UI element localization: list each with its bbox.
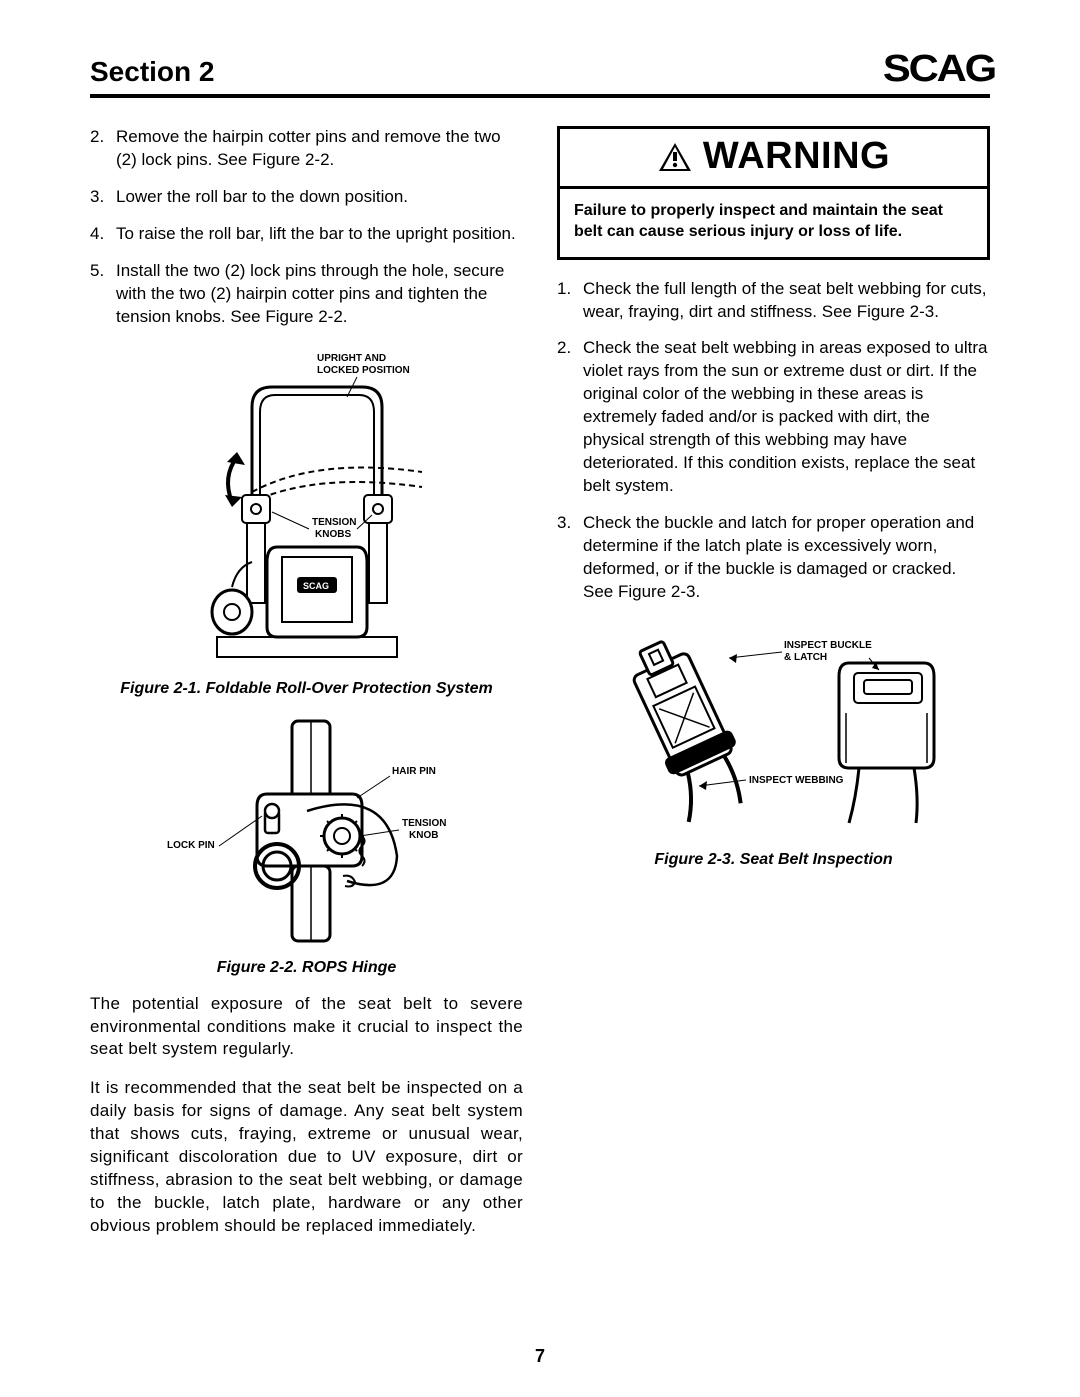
step-text: Check the buckle and latch for proper op… — [583, 512, 990, 604]
label-hairpin: HAIR PIN — [392, 766, 436, 777]
step-text: Remove the hairpin cotter pins and remov… — [116, 126, 523, 172]
list-item: 4. To raise the roll bar, lift the bar t… — [90, 223, 523, 246]
warning-icon — [657, 141, 693, 173]
warning-title: WARNING — [703, 135, 890, 178]
warning-header: WARNING — [560, 129, 987, 189]
figure-caption: Figure 2-1. Foldable Roll-Over Protectio… — [90, 680, 523, 698]
rops-hinge-diagram-icon: HAIR PIN TENSION KNOB LOCK PIN — [147, 716, 467, 946]
step-text: Lower the roll bar to the down position. — [116, 186, 408, 209]
step-number: 3. — [90, 186, 116, 209]
list-item: 1. Check the full length of the seat bel… — [557, 278, 990, 324]
rollbar-diagram-icon: UPRIGHT AND LOCKED POSITION TEN — [157, 347, 457, 667]
paragraph: The potential exposure of the seat belt … — [90, 993, 523, 1062]
label-lockpin: LOCK PIN — [167, 840, 215, 851]
figure-caption: Figure 2-3. Seat Belt Inspection — [557, 851, 990, 869]
list-item: 5. Install the two (2) lock pins through… — [90, 260, 523, 329]
step-number: 2. — [90, 126, 116, 172]
step-number: 4. — [90, 223, 116, 246]
seatbelt-diagram-icon: INSPECT BUCKLE & LATCH INSPECT WEBBING — [594, 618, 954, 838]
list-item: 3. Check the buckle and latch for proper… — [557, 512, 990, 604]
step-text: Check the full length of the seat belt w… — [583, 278, 990, 324]
step-text: Check the seat belt webbing in areas exp… — [583, 337, 990, 498]
label-tension-2: KNOB — [409, 830, 438, 841]
paragraph: It is recommended that the seat belt be … — [90, 1077, 523, 1238]
left-steps-list: 2. Remove the hairpin cotter pins and re… — [90, 126, 523, 329]
figure-2-1: UPRIGHT AND LOCKED POSITION TEN — [90, 347, 523, 698]
label-tension-2: KNOBS — [315, 529, 351, 540]
step-number: 5. — [90, 260, 116, 329]
section-title: Section 2 — [90, 56, 214, 88]
figure-2-2: HAIR PIN TENSION KNOB LOCK PIN Figure 2-… — [90, 716, 523, 977]
figure-caption: Figure 2-2. ROPS Hinge — [90, 959, 523, 977]
seat-brand-label: SCAG — [303, 581, 329, 591]
label-buckle-1: INSPECT BUCKLE — [784, 640, 872, 651]
list-item: 3. Lower the roll bar to the down positi… — [90, 186, 523, 209]
label-tension-1: TENSION — [402, 818, 446, 829]
step-text: To raise the roll bar, lift the bar to t… — [116, 223, 516, 246]
page-header: Section 2 SCAG — [90, 50, 990, 98]
figure-2-3: INSPECT BUCKLE & LATCH INSPECT WEBBING F… — [557, 618, 990, 869]
label-upright-2: LOCKED POSITION — [317, 365, 410, 376]
label-buckle-2: & LATCH — [784, 652, 827, 663]
page-number: 7 — [0, 1346, 1080, 1367]
step-number: 2. — [557, 337, 583, 498]
step-number: 3. — [557, 512, 583, 604]
warning-body-text: Failure to properly inspect and maintain… — [560, 189, 987, 257]
warning-box: WARNING Failure to properly inspect and … — [557, 126, 990, 260]
right-column: WARNING Failure to properly inspect and … — [557, 126, 990, 1238]
label-upright-1: UPRIGHT AND — [317, 353, 386, 364]
content-columns: 2. Remove the hairpin cotter pins and re… — [90, 126, 990, 1238]
list-item: 2. Check the seat belt webbing in areas … — [557, 337, 990, 498]
left-column: 2. Remove the hairpin cotter pins and re… — [90, 126, 523, 1238]
right-steps-list: 1. Check the full length of the seat bel… — [557, 278, 990, 604]
brand-logo: SCAG — [883, 50, 995, 88]
label-webbing: INSPECT WEBBING — [749, 775, 844, 786]
step-text: Install the two (2) lock pins through th… — [116, 260, 523, 329]
label-tension-1: TENSION — [312, 517, 356, 528]
step-number: 1. — [557, 278, 583, 324]
list-item: 2. Remove the hairpin cotter pins and re… — [90, 126, 523, 172]
